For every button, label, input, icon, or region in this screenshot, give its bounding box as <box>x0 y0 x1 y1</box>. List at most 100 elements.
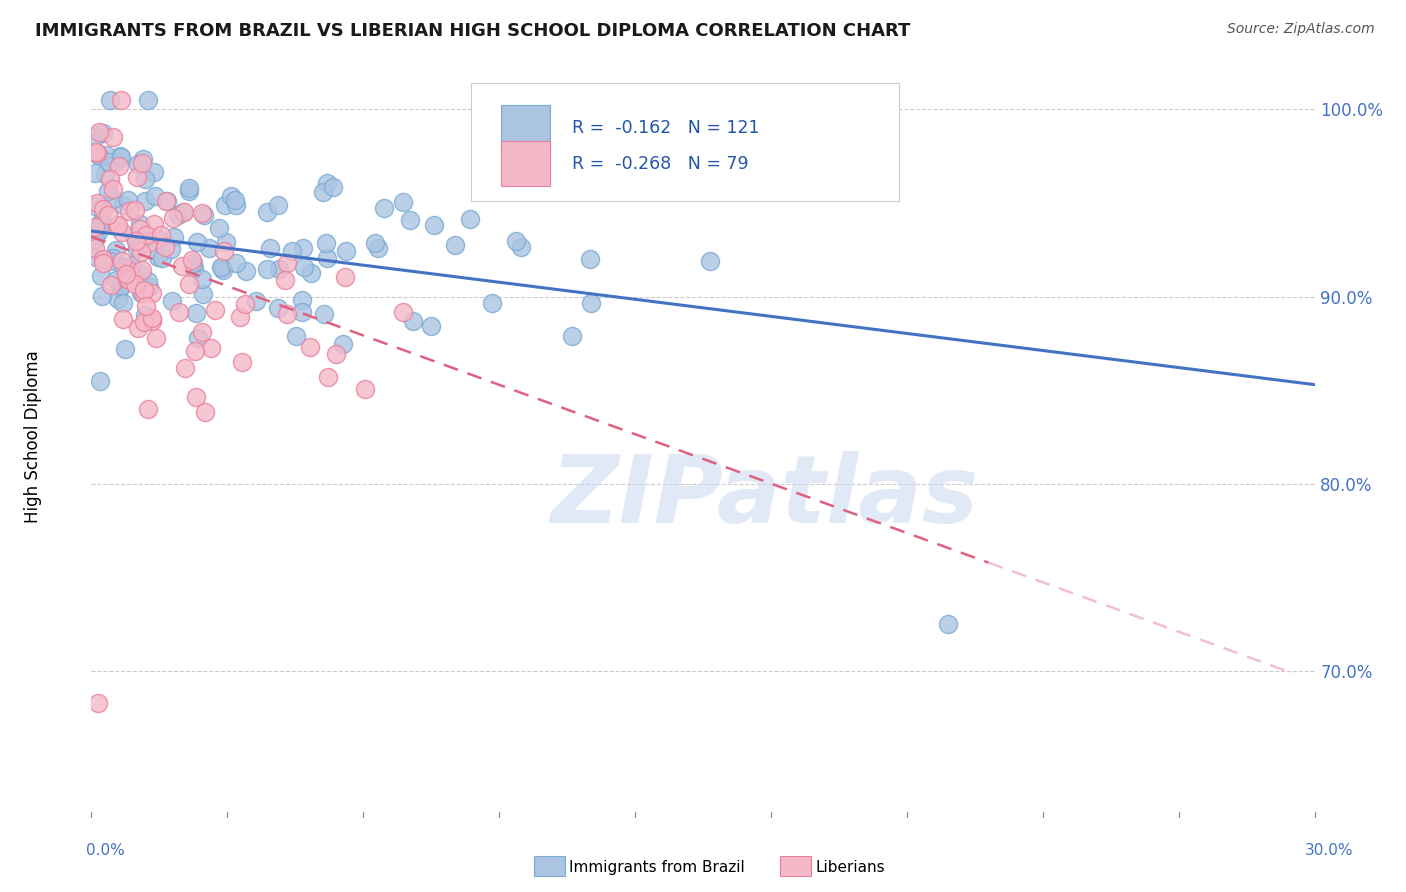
Point <box>86 145 108 160</box>
Point <box>211 261 233 276</box>
Point <box>105 272 128 286</box>
Point <box>193 208 215 222</box>
Point <box>219 188 242 202</box>
Point <box>322 179 344 194</box>
Point <box>129 222 152 236</box>
Point <box>98 171 121 186</box>
Point <box>84 241 107 255</box>
Point <box>134 315 156 329</box>
Point <box>561 329 583 343</box>
Point <box>138 280 160 294</box>
Point <box>131 262 153 277</box>
Point <box>315 236 337 251</box>
Point <box>111 296 134 310</box>
Point <box>208 221 231 235</box>
Point <box>87 225 110 239</box>
Text: Liberians: Liberians <box>815 860 886 874</box>
Point <box>190 325 212 339</box>
Point <box>423 218 446 232</box>
Point <box>145 232 167 246</box>
Point <box>107 218 129 232</box>
Point <box>177 277 200 291</box>
Point <box>391 304 413 318</box>
Point <box>177 181 200 195</box>
Point <box>402 314 425 328</box>
Point <box>118 273 141 287</box>
Text: Immigrants from Brazil: Immigrants from Brazil <box>569 860 745 874</box>
Point <box>510 240 533 254</box>
Point <box>335 244 357 258</box>
Bar <box>501 141 550 186</box>
Point <box>233 297 256 311</box>
Point <box>129 285 152 300</box>
Point <box>458 212 481 227</box>
Point <box>225 198 247 212</box>
Point <box>256 204 278 219</box>
Point <box>110 149 132 163</box>
Point <box>224 193 246 207</box>
Point <box>125 169 148 184</box>
Point <box>276 256 298 270</box>
Point <box>273 273 295 287</box>
Point <box>91 252 114 266</box>
Point <box>98 254 121 268</box>
Point <box>153 239 176 253</box>
Point <box>87 148 110 162</box>
Text: R =  -0.268   N = 79: R = -0.268 N = 79 <box>572 154 749 172</box>
Point <box>141 314 163 328</box>
Point <box>333 269 356 284</box>
Point <box>111 198 134 212</box>
Point <box>84 145 107 160</box>
Text: High School Diploma: High School Diploma <box>24 351 42 524</box>
Point <box>104 244 127 258</box>
Point <box>84 231 107 245</box>
Point <box>170 259 193 273</box>
Point <box>579 252 602 266</box>
Point <box>141 311 163 326</box>
Point <box>112 312 135 326</box>
Point <box>118 204 141 219</box>
Point <box>89 374 111 388</box>
Point <box>136 275 159 289</box>
Point <box>444 238 467 252</box>
Point <box>284 328 307 343</box>
Text: ZIPatlas: ZIPatlas <box>550 451 979 543</box>
Point <box>353 382 375 396</box>
Point <box>177 185 200 199</box>
Point <box>267 301 290 315</box>
Point <box>135 299 157 313</box>
Point <box>936 617 959 632</box>
Point <box>125 241 148 255</box>
Point <box>132 285 155 300</box>
Point <box>186 235 208 249</box>
Point <box>129 267 152 281</box>
Point <box>91 289 114 303</box>
Point <box>186 306 208 320</box>
Point <box>107 292 129 306</box>
Text: 30.0%: 30.0% <box>1305 843 1353 858</box>
Point <box>117 194 139 208</box>
Point <box>120 265 142 279</box>
Point <box>256 262 278 277</box>
Point <box>194 405 217 419</box>
Point <box>89 125 111 139</box>
Point <box>103 182 125 196</box>
Point <box>97 185 120 199</box>
Point <box>84 219 107 234</box>
Point <box>91 202 114 216</box>
Point <box>316 251 339 265</box>
Point <box>291 304 314 318</box>
Point <box>148 250 170 264</box>
Point <box>155 194 177 209</box>
Point <box>131 156 153 170</box>
Point <box>105 219 128 233</box>
Text: R =  -0.162   N = 121: R = -0.162 N = 121 <box>572 119 759 136</box>
Point <box>150 251 173 265</box>
Point <box>86 196 108 211</box>
Point <box>117 262 139 277</box>
Point <box>93 167 115 181</box>
Point <box>129 217 152 231</box>
Point <box>100 278 122 293</box>
Point <box>97 155 120 169</box>
Point <box>97 208 120 222</box>
